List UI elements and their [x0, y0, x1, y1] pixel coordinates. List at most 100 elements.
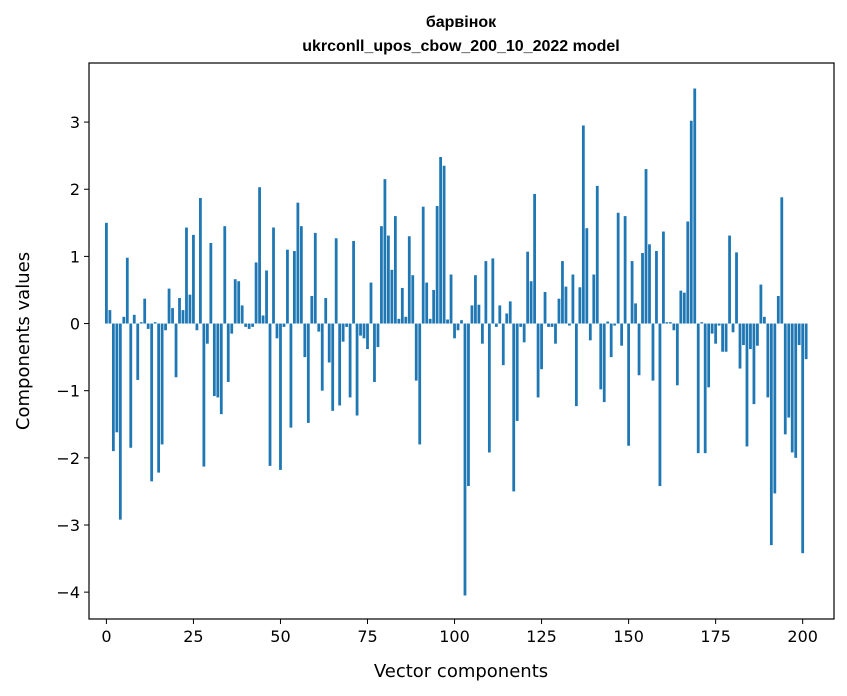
bar-100 — [453, 323, 456, 339]
bar-14 — [153, 322, 157, 324]
bar-69 — [345, 323, 349, 327]
bar-140 — [592, 274, 596, 324]
bar-63 — [324, 298, 328, 324]
bar-31 — [212, 323, 216, 397]
bar-137 — [581, 125, 585, 324]
bar-129 — [554, 323, 557, 344]
bar-53 — [289, 323, 293, 428]
bar-184 — [745, 323, 749, 447]
bar-174 — [710, 323, 714, 334]
bar-58 — [306, 323, 310, 423]
bar-17 — [164, 323, 167, 331]
bar-72 — [355, 323, 359, 416]
bar-91 — [421, 206, 425, 324]
plot-frame — [88, 62, 835, 620]
bar-10 — [139, 322, 143, 324]
bar-8 — [132, 314, 136, 324]
bar-74 — [362, 323, 366, 339]
bar-153 — [637, 323, 641, 376]
bar-37 — [233, 279, 237, 324]
bar-157 — [651, 323, 655, 381]
bar-77 — [373, 323, 376, 382]
bar-154 — [641, 253, 644, 324]
bar-185 — [749, 323, 752, 350]
x-tick-label-25: 25 — [183, 627, 203, 646]
bar-60 — [313, 232, 317, 324]
y-tick-label--3: −3 — [56, 516, 80, 535]
bar-150 — [627, 323, 630, 446]
bar-165 — [679, 290, 683, 324]
bar-93 — [428, 318, 432, 324]
chart-title-line1: барвінок — [426, 14, 497, 31]
bar-116 — [508, 301, 512, 324]
bar-32 — [216, 323, 220, 398]
bar-52 — [286, 249, 289, 324]
bar-127 — [547, 323, 550, 327]
bar-9 — [136, 323, 140, 380]
bar-15 — [157, 323, 161, 473]
bar-66 — [334, 238, 338, 324]
bar-144 — [606, 321, 610, 324]
bar-138 — [585, 228, 589, 324]
bar-30 — [209, 242, 213, 324]
bar-139 — [588, 323, 592, 341]
bar-188 — [759, 284, 763, 324]
bar-16 — [160, 323, 164, 445]
bar-76 — [369, 282, 373, 324]
bar-149 — [623, 216, 627, 324]
bar-197 — [790, 323, 794, 453]
bar-92 — [425, 282, 429, 324]
bar-146 — [613, 323, 617, 326]
bar-192 — [773, 323, 777, 494]
bar-25 — [192, 234, 195, 324]
bar-86 — [404, 316, 408, 324]
bar-121 — [526, 251, 530, 324]
bar-152 — [634, 303, 637, 324]
bar-161 — [665, 322, 669, 324]
bar-33 — [219, 323, 223, 415]
bar-84 — [397, 318, 401, 324]
bar-43 — [254, 262, 258, 324]
y-tick-label-1: 1 — [70, 247, 80, 266]
x-tick-label-0: 0 — [101, 627, 111, 646]
bar-88 — [411, 275, 415, 324]
bar-5 — [122, 316, 126, 324]
bar-65 — [331, 323, 335, 411]
bar-196 — [787, 323, 791, 418]
bar-56 — [299, 226, 303, 324]
bar-122 — [529, 281, 533, 324]
bar-177 — [721, 323, 724, 352]
bar-6 — [125, 257, 129, 324]
y-tick-label-3: 3 — [70, 113, 80, 132]
bar-135 — [574, 323, 578, 407]
bar-155 — [644, 169, 648, 324]
bar-95 — [435, 206, 439, 324]
bar-158 — [655, 251, 658, 324]
bar-170 — [696, 323, 700, 454]
bar-21 — [178, 298, 181, 324]
bar-119 — [519, 323, 523, 327]
bar-3 — [115, 323, 119, 433]
bar-115 — [505, 313, 509, 324]
bar-28 — [202, 323, 206, 467]
bar-70 — [348, 323, 352, 398]
bar-59 — [310, 296, 314, 324]
bar-series — [105, 88, 808, 596]
bar-104 — [467, 323, 470, 487]
bar-120 — [522, 323, 526, 343]
x-tick-label-175: 175 — [700, 627, 731, 646]
bar-23 — [185, 227, 188, 324]
bar-163 — [672, 323, 676, 331]
x-tick-label-75: 75 — [357, 627, 377, 646]
y-axis-ticks: −4 −3 −2 −1 0 1 2 3 — [56, 113, 89, 602]
bar-18 — [167, 288, 171, 324]
y-tick-label-0: 0 — [70, 315, 80, 334]
bar-201 — [804, 323, 808, 360]
bar-130 — [557, 298, 561, 324]
bar-179 — [728, 235, 731, 324]
bar-131 — [561, 261, 564, 324]
bar-124 — [536, 323, 540, 398]
bar-78 — [376, 323, 380, 348]
bar-71 — [352, 240, 355, 324]
bar-67 — [338, 323, 342, 406]
